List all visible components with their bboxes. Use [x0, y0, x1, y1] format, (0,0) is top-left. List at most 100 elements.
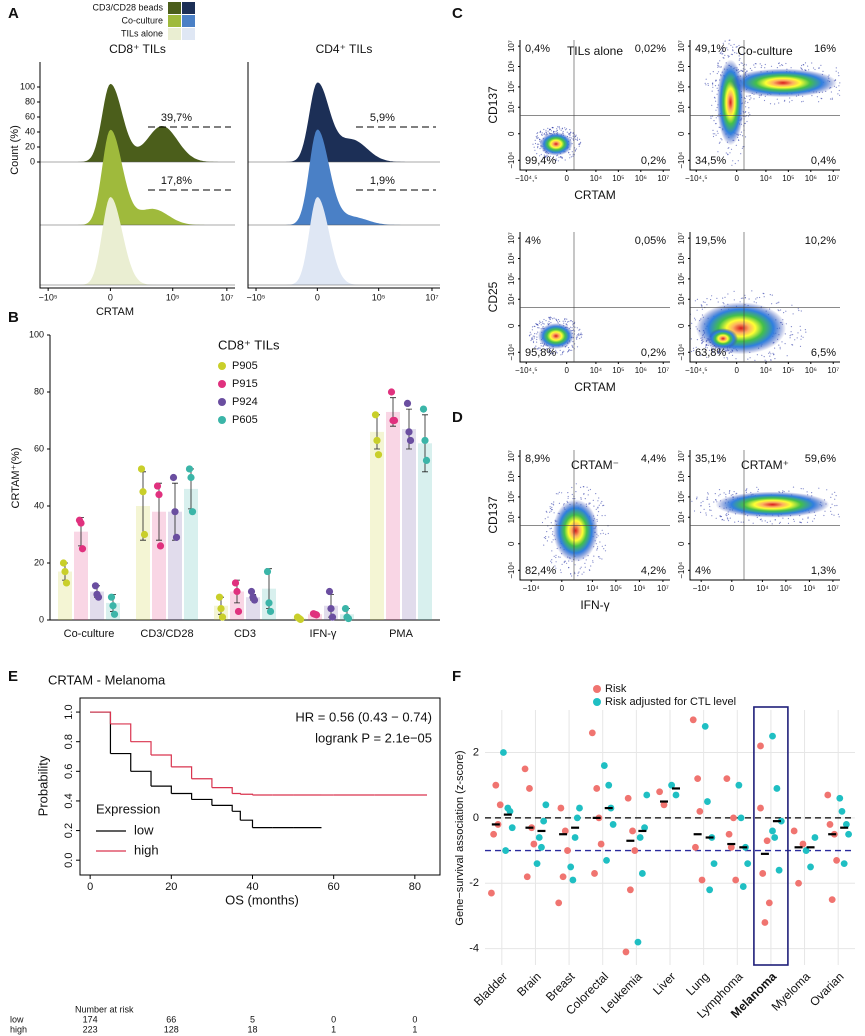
- data-point: [139, 488, 147, 496]
- y-tick-label: 10⁷: [507, 450, 516, 462]
- event-dot: [720, 515, 723, 518]
- risk-count: 223: [83, 1024, 98, 1034]
- event-dot: [548, 320, 550, 323]
- x-tick-label: −10⁴,⁵: [515, 366, 538, 375]
- data-point: [833, 856, 840, 864]
- event-dot: [559, 349, 561, 351]
- event-dot: [592, 561, 594, 563]
- y-tick-label: -4: [469, 943, 479, 955]
- event-dot: [710, 117, 712, 119]
- event-dot: [537, 147, 539, 149]
- event-dot: [555, 556, 557, 559]
- event-dot: [779, 346, 781, 348]
- event-dot: [736, 46, 738, 48]
- event-dot: [557, 493, 559, 495]
- event-dot: [696, 498, 698, 500]
- x-tick-label: −10⁵: [39, 292, 58, 302]
- data-point: [374, 451, 383, 459]
- event-dot: [727, 56, 730, 58]
- event-dot: [771, 523, 773, 525]
- event-dot: [764, 520, 766, 522]
- event-dot: [531, 337, 534, 339]
- legend-label: P905: [232, 360, 258, 372]
- chart-title: CRTAM - Melanoma: [48, 672, 166, 687]
- data-point: [215, 593, 224, 601]
- event-dot: [577, 575, 579, 577]
- event-dot: [549, 318, 551, 321]
- data-point: [824, 791, 832, 799]
- event-dot: [802, 100, 804, 102]
- x-tick-label: 10⁷: [657, 366, 669, 375]
- gate-percent: 5,9%: [370, 112, 395, 124]
- event-dot: [783, 100, 786, 102]
- event-dot: [559, 320, 561, 322]
- data-point: [626, 886, 634, 894]
- event-dot: [563, 322, 565, 324]
- data-point: [634, 938, 642, 946]
- quadrant-percent: 16%: [814, 43, 836, 55]
- event-dot: [779, 521, 781, 524]
- event-dot: [775, 302, 778, 304]
- event-dot: [601, 558, 603, 560]
- event-dot: [571, 327, 573, 329]
- quadrant-percent: 4,4%: [641, 453, 666, 465]
- event-dot: [564, 320, 566, 322]
- event-dot: [744, 294, 746, 296]
- axes: [39, 62, 235, 289]
- event-dot: [600, 502, 602, 504]
- x-tick-label: CD3/CD28: [140, 628, 193, 640]
- event-dot: [739, 134, 741, 136]
- event-dot: [834, 505, 836, 507]
- data-point: [526, 785, 533, 792]
- data-point: [373, 436, 381, 445]
- event-dot: [706, 304, 708, 306]
- event-dot: [599, 557, 601, 559]
- event-dot: [571, 151, 573, 153]
- y-axis-title: Probability: [35, 755, 50, 816]
- event-dot: [561, 156, 563, 158]
- event-dot: [599, 541, 601, 543]
- data-point: [622, 948, 630, 956]
- event-dot: [742, 297, 744, 299]
- data-point: [757, 804, 764, 812]
- event-dot: [539, 320, 541, 322]
- event-dot: [572, 132, 574, 134]
- x-tick-label: 10⁵: [612, 174, 624, 183]
- event-dot: [712, 82, 714, 84]
- quadrant-percent: 63,8%: [695, 347, 726, 359]
- event-dot: [538, 143, 540, 145]
- event-dot: [722, 42, 724, 44]
- event-dot: [722, 50, 725, 53]
- event-dot: [736, 492, 738, 494]
- data-point: [217, 605, 225, 613]
- event-dot: [761, 354, 763, 356]
- event-dot: [575, 148, 578, 150]
- event-dot: [759, 296, 761, 299]
- survival-step: [232, 810, 241, 821]
- event-dot: [570, 573, 572, 575]
- event-dot: [542, 157, 544, 159]
- quadrant-percent: 1,3%: [811, 565, 836, 577]
- y-tick-label: 60: [34, 443, 44, 453]
- event-dot: [574, 149, 576, 151]
- event-dot: [740, 131, 743, 133]
- x-tick-label: 0: [730, 584, 735, 593]
- survival-step: [240, 793, 254, 796]
- event-dot: [545, 131, 547, 133]
- event-dot: [835, 495, 837, 497]
- event-dot: [712, 129, 714, 131]
- event-dot: [734, 521, 736, 523]
- event-dot: [604, 550, 607, 552]
- event-dot: [545, 320, 547, 322]
- event-dot: [713, 501, 715, 503]
- event-dot: [550, 352, 552, 355]
- event-dot: [564, 319, 566, 321]
- y-tick-label: 10⁷: [677, 232, 686, 244]
- event-dot: [728, 147, 730, 149]
- event-dot: [728, 491, 731, 493]
- event-dot: [807, 517, 809, 519]
- event-dot: [560, 354, 562, 356]
- event-dot: [727, 153, 729, 155]
- gate-percent: 39,7%: [161, 112, 192, 124]
- legend-title: Expression: [96, 801, 160, 816]
